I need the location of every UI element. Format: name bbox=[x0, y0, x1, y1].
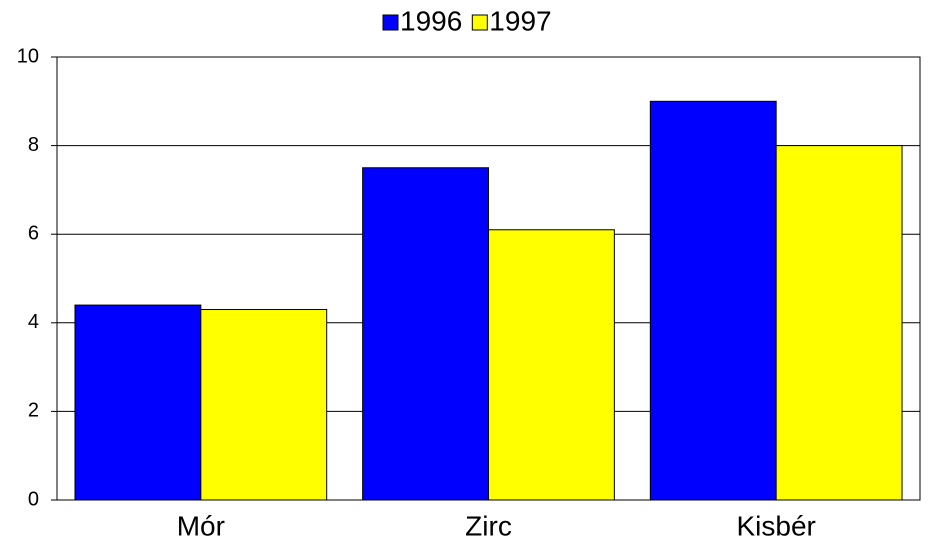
bar bbox=[488, 229, 615, 501]
bar bbox=[362, 167, 490, 501]
y-tick-label: 0 bbox=[28, 488, 39, 510]
bar bbox=[74, 304, 202, 501]
y-tick-label: 6 bbox=[28, 222, 39, 244]
y-tick-label: 8 bbox=[28, 134, 39, 156]
legend-swatch bbox=[382, 14, 399, 31]
legend-label: 1996 bbox=[400, 5, 462, 36]
y-tick-label: 4 bbox=[28, 311, 39, 333]
plot-border bbox=[56, 56, 921, 501]
legend-label: 1997 bbox=[489, 5, 551, 36]
legend-swatch bbox=[471, 14, 488, 31]
x-tick-label: Kisbér bbox=[736, 510, 815, 541]
bar bbox=[649, 100, 777, 501]
y-tick-label: 2 bbox=[28, 400, 39, 422]
y-tick-label: 10 bbox=[17, 45, 39, 67]
bar bbox=[200, 309, 328, 501]
x-tick-label: Mór bbox=[177, 510, 225, 541]
bar bbox=[775, 145, 903, 501]
x-tick-label: Zirc bbox=[465, 510, 512, 541]
